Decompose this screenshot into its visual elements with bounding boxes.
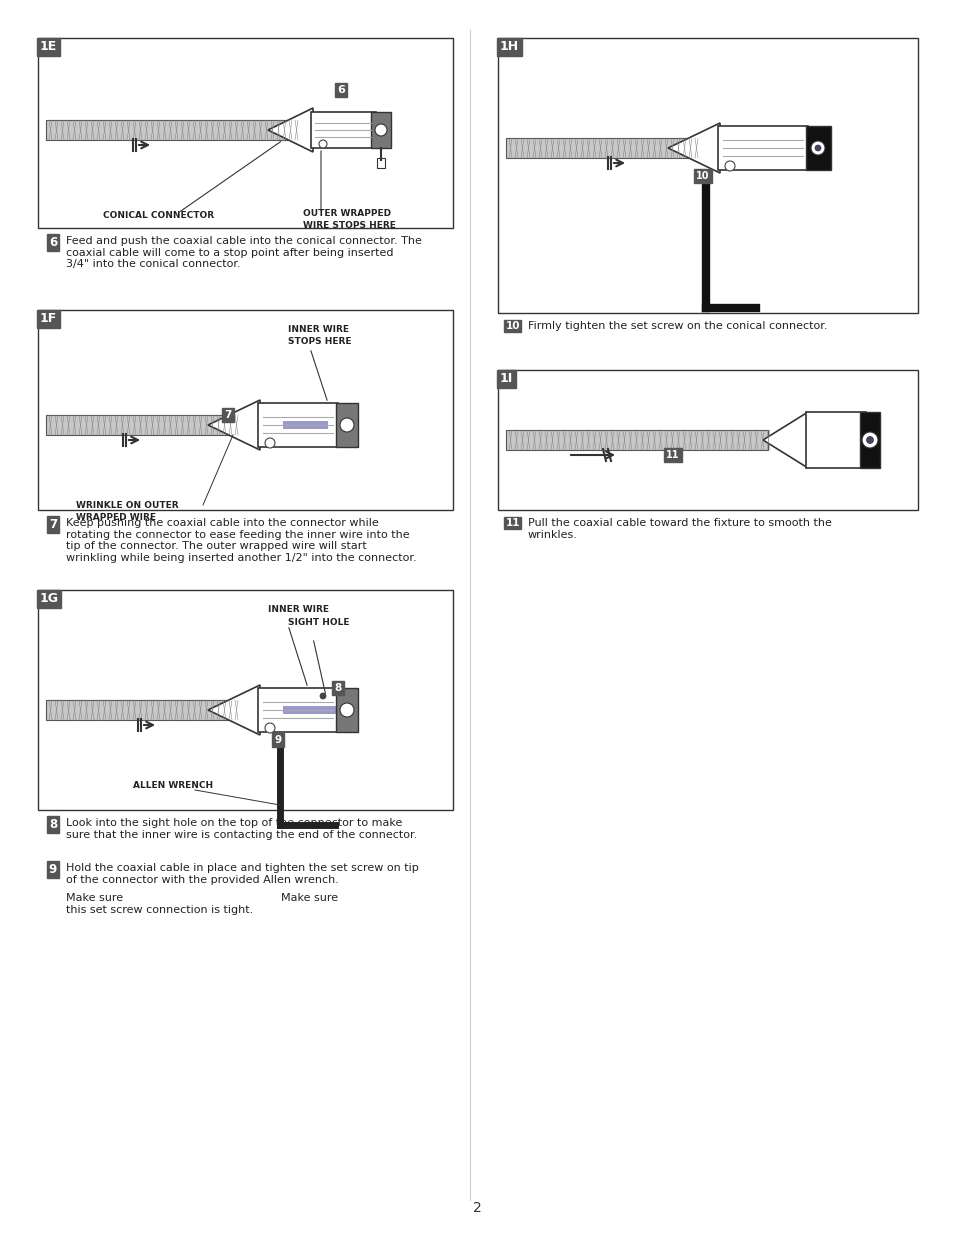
Circle shape	[339, 703, 354, 718]
Text: 10: 10	[505, 321, 519, 331]
Text: 7: 7	[224, 410, 232, 420]
Text: 9: 9	[49, 863, 57, 876]
Circle shape	[339, 417, 354, 432]
Bar	[505, 430, 767, 450]
Text: Make sure: Make sure	[281, 893, 337, 903]
Circle shape	[265, 722, 274, 734]
Text: INNER WIRE: INNER WIRE	[288, 325, 349, 333]
Bar	[38, 38, 453, 228]
Bar	[497, 370, 917, 510]
Text: ALLEN WRENCH: ALLEN WRENCH	[132, 781, 213, 790]
Text: 8: 8	[49, 818, 57, 831]
Text: 7: 7	[49, 517, 57, 531]
Circle shape	[814, 144, 821, 151]
Text: CONICAL CONNECTOR: CONICAL CONNECTOR	[103, 211, 213, 220]
Bar	[46, 415, 237, 435]
Bar	[283, 421, 328, 429]
Text: 1H: 1H	[499, 40, 518, 53]
Circle shape	[810, 141, 824, 156]
Bar	[497, 38, 917, 312]
Circle shape	[724, 161, 734, 170]
Text: WRAPPED WIRE: WRAPPED WIRE	[76, 513, 156, 522]
Text: 9: 9	[274, 735, 281, 745]
Text: 10: 10	[696, 170, 709, 182]
Polygon shape	[268, 107, 313, 152]
Text: 11: 11	[665, 450, 679, 459]
Text: WIRE STOPS HERE: WIRE STOPS HERE	[303, 221, 395, 230]
Text: OUTER WRAPPED: OUTER WRAPPED	[303, 209, 391, 219]
Circle shape	[862, 432, 877, 448]
Text: INNER WIRE: INNER WIRE	[268, 605, 329, 614]
Text: STOPS HERE: STOPS HERE	[288, 337, 351, 346]
Text: WRINKLE ON OUTER: WRINKLE ON OUTER	[76, 501, 178, 510]
Polygon shape	[208, 685, 260, 735]
Bar	[283, 706, 337, 714]
Circle shape	[265, 438, 274, 448]
Circle shape	[318, 140, 327, 148]
Circle shape	[319, 693, 326, 699]
Bar	[38, 310, 453, 510]
Bar	[805, 126, 830, 170]
Text: 1E: 1E	[40, 40, 57, 53]
Text: 6: 6	[49, 236, 57, 249]
Bar	[335, 403, 357, 447]
Text: Make sure
this set screw connection is tight.: Make sure this set screw connection is t…	[66, 893, 253, 915]
Text: 8: 8	[334, 683, 341, 693]
Bar	[38, 590, 453, 810]
Text: SIGHT HOLE: SIGHT HOLE	[288, 618, 349, 627]
Polygon shape	[208, 400, 260, 450]
Text: Pull the coaxial cable toward the fixture to smooth the
wrinkles.: Pull the coaxial cable toward the fixtur…	[527, 517, 831, 540]
Bar	[376, 158, 385, 168]
Bar	[46, 120, 297, 140]
Bar	[257, 403, 337, 447]
Bar	[371, 112, 391, 148]
Polygon shape	[667, 124, 720, 173]
Bar	[257, 688, 337, 732]
Bar	[46, 700, 237, 720]
Text: Hold the coaxial cable in place and tighten the set screw on tip
of the connecto: Hold the coaxial cable in place and tigh…	[66, 863, 418, 884]
Bar	[505, 138, 698, 158]
Text: 1F: 1F	[40, 312, 57, 325]
Text: Feed and push the coaxial cable into the conical connector. The
coaxial cable wi: Feed and push the coaxial cable into the…	[66, 236, 421, 269]
Bar	[311, 112, 375, 148]
Polygon shape	[762, 412, 807, 468]
Circle shape	[375, 124, 387, 136]
Text: 6: 6	[336, 85, 345, 95]
Text: 1G: 1G	[40, 592, 59, 605]
Text: Look into the sight hole on the top of the connector to make
sure that the inner: Look into the sight hole on the top of t…	[66, 818, 416, 840]
Text: 2: 2	[472, 1200, 481, 1215]
Bar	[805, 412, 865, 468]
Text: Firmly tighten the set screw on the conical connector.: Firmly tighten the set screw on the coni…	[527, 321, 826, 331]
Bar	[718, 126, 807, 170]
Text: Keep pushing the coaxial cable into the connector while
rotating the connector t: Keep pushing the coaxial cable into the …	[66, 517, 416, 563]
Circle shape	[865, 436, 873, 443]
Text: 1I: 1I	[499, 372, 513, 385]
Bar	[859, 412, 879, 468]
Text: 11: 11	[505, 517, 519, 529]
Bar	[335, 688, 357, 732]
